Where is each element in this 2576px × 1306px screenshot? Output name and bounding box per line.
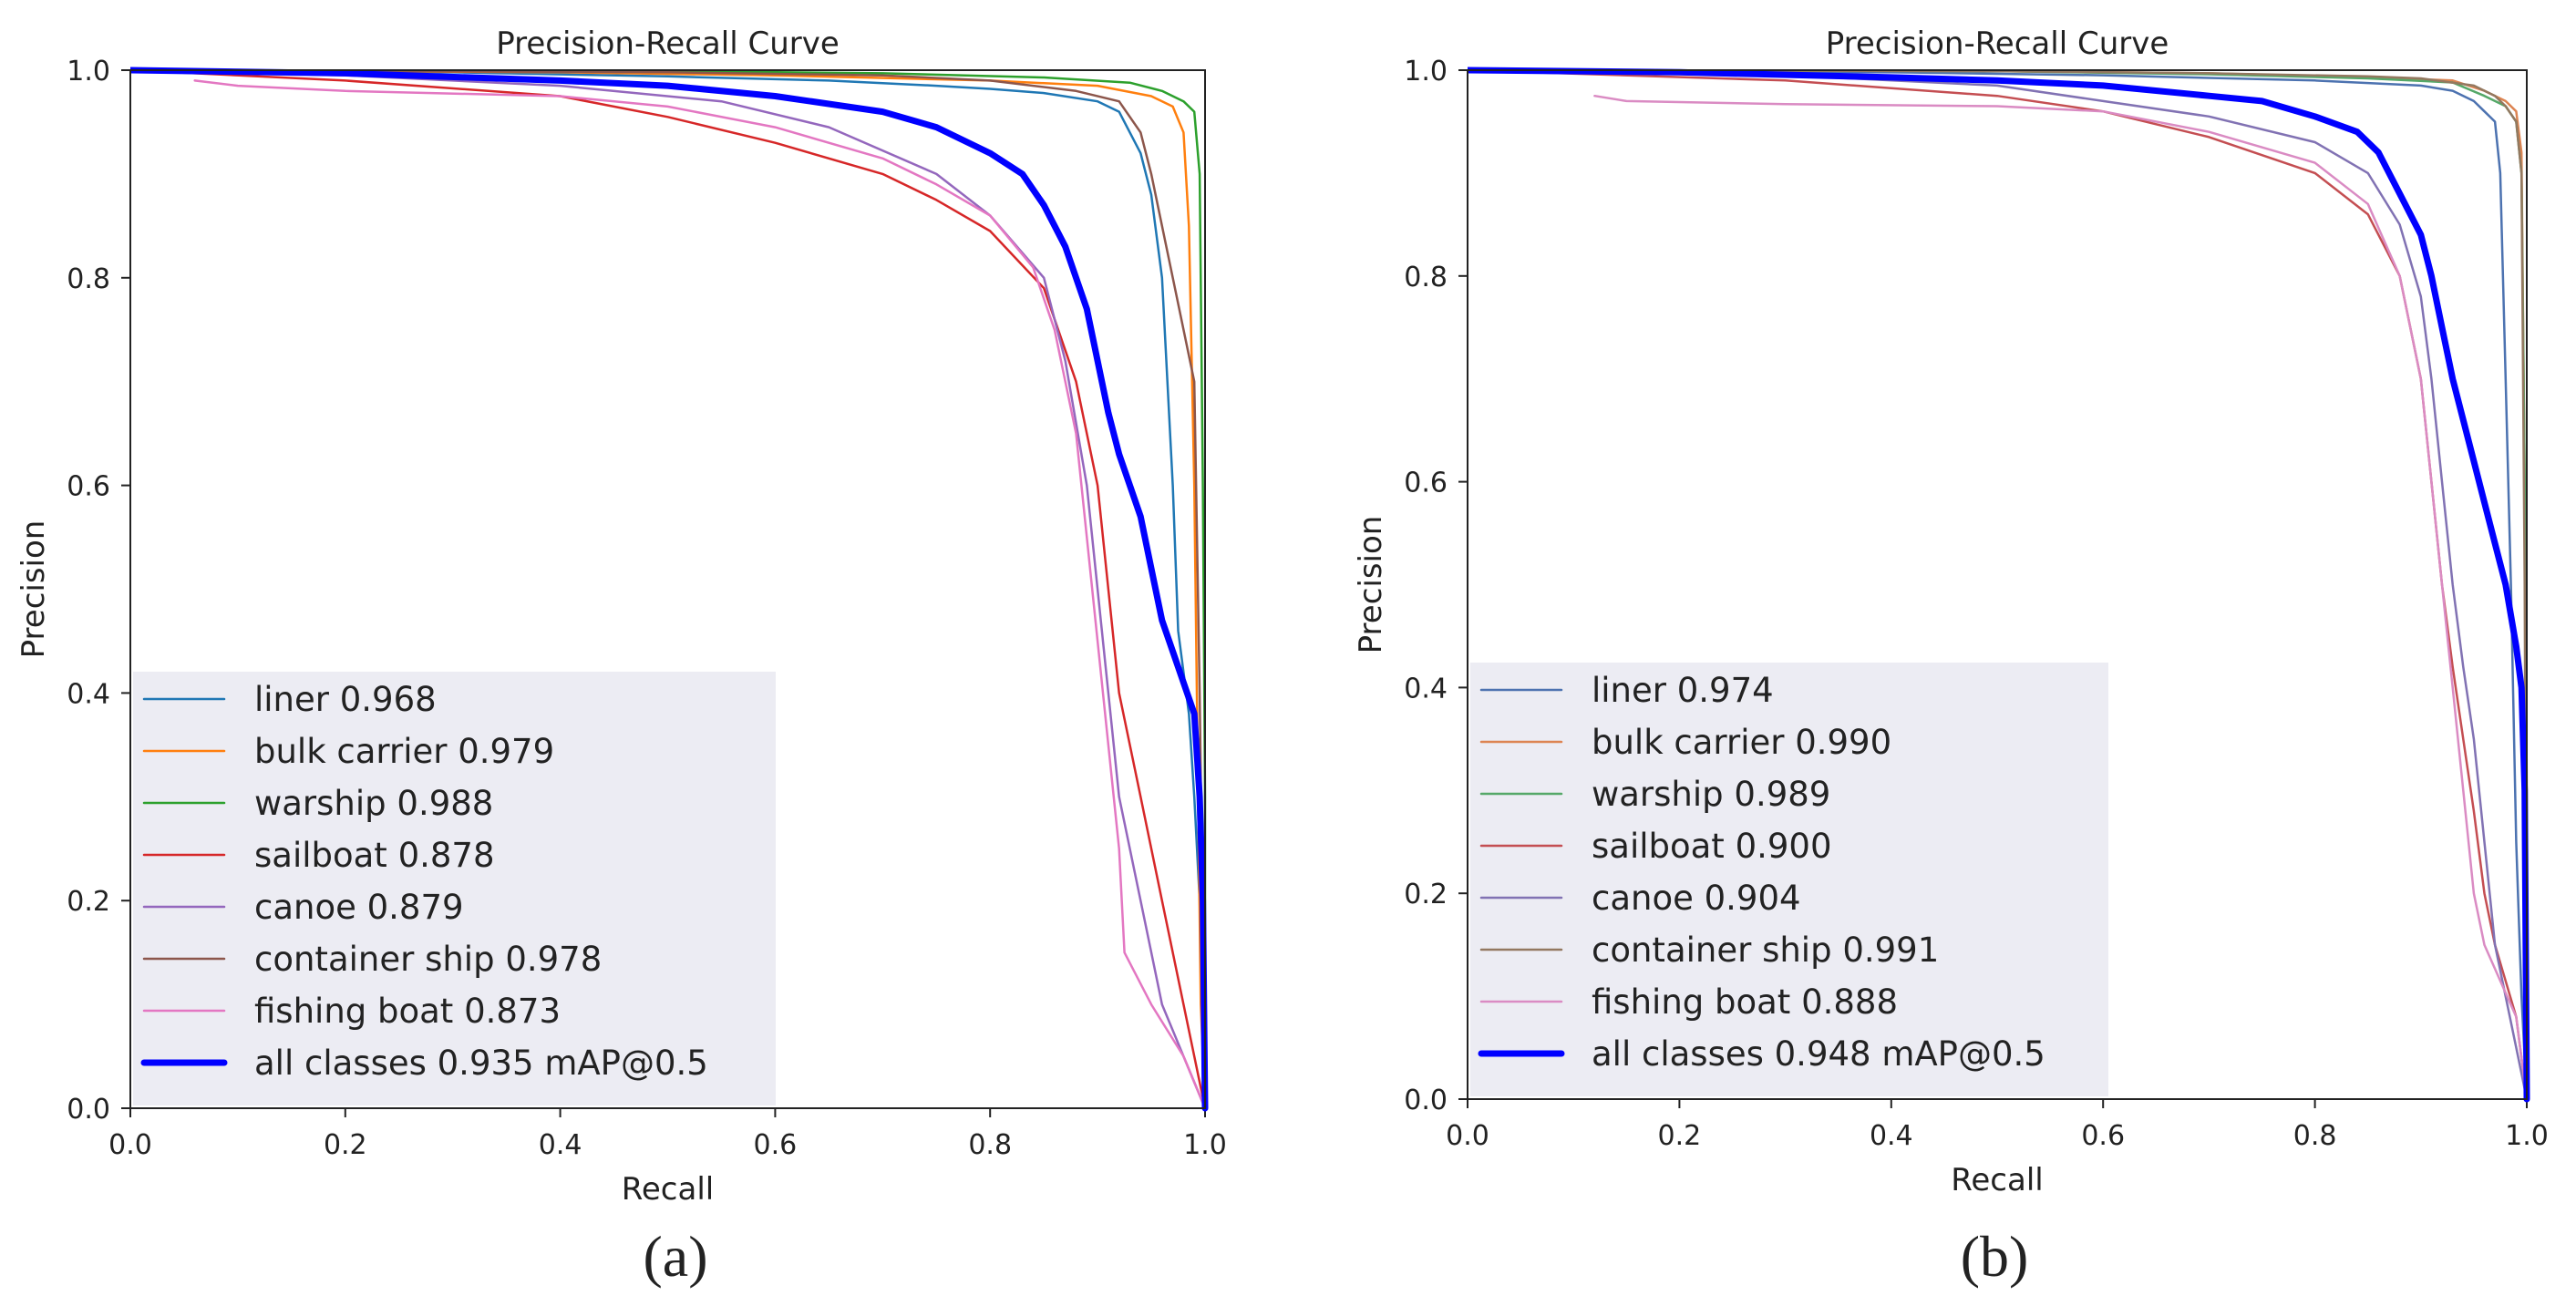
chart-a-series-container-ship-0-978	[130, 68, 1207, 1110]
chart-a-x-tick-label: 1.0	[1183, 1129, 1227, 1161]
chart-b-x-axis-label: Recall	[1951, 1162, 2043, 1198]
chart-a-legend-label-bulk-carrier-0-979: bulk carrier 0.979	[254, 732, 554, 771]
chart-b-y-axis-label: Precision	[1353, 516, 1389, 654]
chart-b-series-container-ship-0-991	[1468, 68, 2529, 1101]
chart-b-legend-box	[1470, 663, 2108, 1096]
chart-b-series-canoe-0-904	[1468, 68, 2529, 1101]
chart-b: Precision-Recall Curve 0.0 0.2 0.4 0.6 0.8 1.0…	[1353, 26, 2549, 1289]
chart-a-y-tick-label: 0.6	[67, 471, 110, 503]
chart-a-y-tick-label: 1.0	[67, 56, 110, 87]
chart-b-y-tick-label: 0.6	[1404, 468, 1448, 499]
chart-b-legend-label-container-ship-0-991: container ship 0.991	[1592, 931, 1939, 970]
chart-b-x-tick-label: 0.8	[2293, 1120, 2337, 1152]
chart-b-axes-frame	[1467, 69, 2528, 1100]
chart-b-legend-label-fishing-boat-0-888: fishing boat 0.888	[1592, 982, 1898, 1022]
chart-a-x-axis-label: Recall	[622, 1171, 714, 1208]
chart-a: Precision-Recall Curve 0.0 0.2 0.4 0.6 0.8 1.0…	[15, 26, 1227, 1289]
chart-b-x-tick-label: 0.0	[1446, 1120, 1489, 1152]
chart-b-legend-label-canoe-0-904: canoe 0.904	[1592, 879, 1801, 918]
chart-a-series-group	[130, 67, 1209, 1112]
chart-a-y-tick-label: 0.0	[67, 1094, 110, 1126]
chart-b-y-tick-label: 0.2	[1404, 879, 1448, 910]
chart-a-legend: liner 0.968 bulk carrier 0.979 warship 0.9…	[133, 672, 776, 1105]
chart-a-title: Precision-Recall Curve	[496, 26, 840, 62]
chart-b-y-tick-label: 0.8	[1404, 262, 1448, 293]
chart-a-y-tick-label: 0.8	[67, 263, 110, 295]
chart-b-series-liner-0-974	[1468, 68, 2529, 1101]
chart-b-y-tick-label: 0.4	[1404, 673, 1448, 704]
chart-a-y-tick-label: 0.4	[67, 678, 110, 710]
chart-b-x-tick-label: 0.6	[2081, 1120, 2125, 1152]
chart-b-y-tick-label: 0.0	[1404, 1085, 1448, 1116]
chart-a-legend-label-all-classes-0-935-map-0-5: all classes 0.935 mAP@0.5	[254, 1044, 708, 1083]
chart-b-legend-label-bulk-carrier-0-990: bulk carrier 0.990	[1592, 723, 1891, 762]
chart-a-series-all-classes-0-935-map-0-5	[130, 67, 1209, 1112]
chart-a-x-tick-label: 0.4	[539, 1129, 582, 1161]
chart-b-series-group	[1468, 67, 2530, 1103]
chart-a-y-tick-label: 0.2	[67, 886, 110, 918]
chart-a-series-canoe-0-879	[130, 68, 1207, 1110]
chart-b-legend: liner 0.974 bulk carrier 0.990 warship 0.9…	[1470, 663, 2108, 1096]
chart-b-y-tick-label: 1.0	[1404, 56, 1448, 87]
chart-b-legend-label-all-classes-0-948-map-0-5: all classes 0.948 mAP@0.5	[1592, 1034, 2045, 1074]
chart-a-series-warship-0-988	[130, 68, 1207, 1110]
chart-a-series-liner-0-968	[130, 68, 1207, 1110]
chart-b-legend-label-warship-0-989: warship 0.989	[1592, 775, 1830, 814]
chart-b-x-tick-label: 0.4	[1870, 1120, 1913, 1152]
chart-a-legend-label-sailboat-0-878: sailboat 0.878	[254, 836, 495, 875]
chart-a-x-tick-label: 0.0	[108, 1129, 152, 1161]
chart-b-series-fishing-boat-0-888	[1593, 94, 2529, 1101]
chart-b-legend-label-sailboat-0-900: sailboat 0.900	[1592, 827, 1832, 866]
chart-a-legend-box	[133, 672, 776, 1105]
chart-a-x-tick-label: 0.2	[324, 1129, 367, 1161]
chart-b-caption: (b)	[1961, 1224, 2029, 1289]
chart-a-legend-label-container-ship-0-978: container ship 0.978	[254, 940, 602, 979]
chart-a-x-tick-label: 0.6	[754, 1129, 798, 1161]
chart-a-legend-label-liner-0-968: liner 0.968	[254, 680, 437, 719]
chart-b-series-all-classes-0-948-map-0-5	[1468, 67, 2530, 1103]
chart-a-series-fishing-boat-0-873	[193, 79, 1207, 1110]
chart-a-axes-frame	[129, 69, 1206, 1109]
chart-a-legend-label-canoe-0-879: canoe 0.879	[254, 888, 464, 927]
chart-b-legend-label-liner-0-974: liner 0.974	[1592, 671, 1774, 710]
chart-a-y-axis-label: Precision	[15, 520, 52, 659]
chart-b-x-tick-label: 0.2	[1658, 1120, 1702, 1152]
chart-a-series-sailboat-0-878	[130, 68, 1207, 1110]
chart-b-x-tick-label: 1.0	[2505, 1120, 2549, 1152]
chart-b-title: Precision-Recall Curve	[1826, 26, 2169, 62]
chart-a-legend-label-warship-0-988: warship 0.988	[254, 784, 493, 823]
chart-a-caption: (a)	[643, 1224, 707, 1289]
chart-a-legend-label-fishing-boat-0-873: fishing boat 0.873	[254, 992, 561, 1031]
chart-a-x-tick-label: 0.8	[968, 1129, 1012, 1161]
